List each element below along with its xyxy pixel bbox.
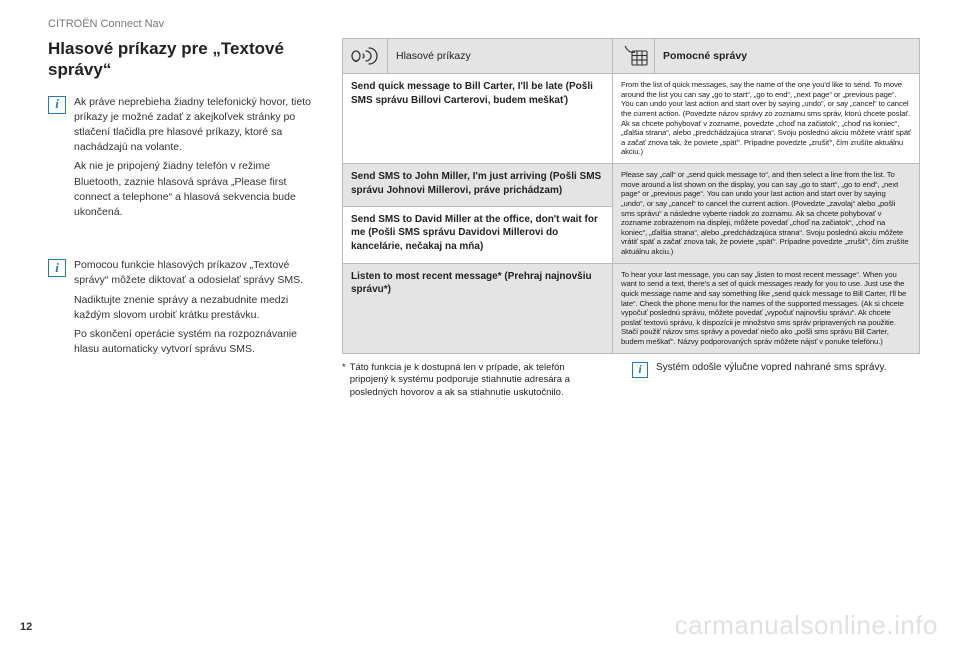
- keypad-icon: [619, 43, 649, 69]
- info-icon: i: [632, 362, 648, 378]
- footnote-info: i Systém odošle výlučne vopred nahrané s…: [632, 362, 886, 378]
- section-title: Hlasové príkazy pre „Textové správy“: [48, 38, 318, 81]
- help-cell: From the list of quick messages, say the…: [613, 74, 920, 164]
- info-box-2: i Pomocou funkcie hlasových príkazov „Te…: [48, 258, 318, 361]
- info-text: Pomocou funkcie hlasových príkazov „Text…: [74, 258, 318, 361]
- footnote-info-text: Systém odošle výlučne vopred nahrané sms…: [656, 362, 886, 373]
- table-row: Send quick message to Bill Carter, I'll …: [343, 74, 920, 164]
- asterisk: *: [342, 362, 346, 400]
- page-number: 12: [20, 621, 32, 633]
- page-header: CITROËN Connect Nav: [48, 18, 920, 30]
- voice-icon: [349, 43, 381, 69]
- command-cell: Listen to most recent message* (Prehraj …: [343, 263, 613, 353]
- table-head-help: Pomocné správy: [655, 39, 920, 74]
- info-box-1: i Ak práve neprebieha žiadny telefonický…: [48, 95, 318, 225]
- help-cell: Please say „call“ or „send quick message…: [613, 164, 920, 264]
- command-cell: Send quick message to Bill Carter, I'll …: [343, 74, 613, 164]
- voice-icon-cell: [343, 39, 388, 74]
- watermark: carmanualsonline.info: [675, 610, 938, 641]
- info-icon: i: [48, 259, 66, 277]
- command-cell: Send SMS to John Miller, I'm just arrivi…: [343, 164, 613, 207]
- keypad-icon-cell: [613, 39, 655, 74]
- info-text: Ak práve neprebieha žiadny telefonický h…: [74, 95, 318, 225]
- footnote: * Táto funkcia je k dostupná len v prípa…: [342, 362, 602, 400]
- voice-commands-table: Hlasové príkazy Pomocn: [342, 38, 920, 354]
- table-row: Send SMS to John Miller, I'm just arrivi…: [343, 164, 920, 207]
- info-icon: i: [48, 96, 66, 114]
- footnote-text: Táto funkcia je k dostupná len v prípade…: [350, 362, 602, 400]
- command-cell: Send SMS to David Miller at the office, …: [343, 206, 613, 263]
- table-row: Listen to most recent message* (Prehraj …: [343, 263, 920, 353]
- table-head-commands: Hlasové príkazy: [388, 39, 613, 74]
- help-cell: To hear your last message, you can say „…: [613, 263, 920, 353]
